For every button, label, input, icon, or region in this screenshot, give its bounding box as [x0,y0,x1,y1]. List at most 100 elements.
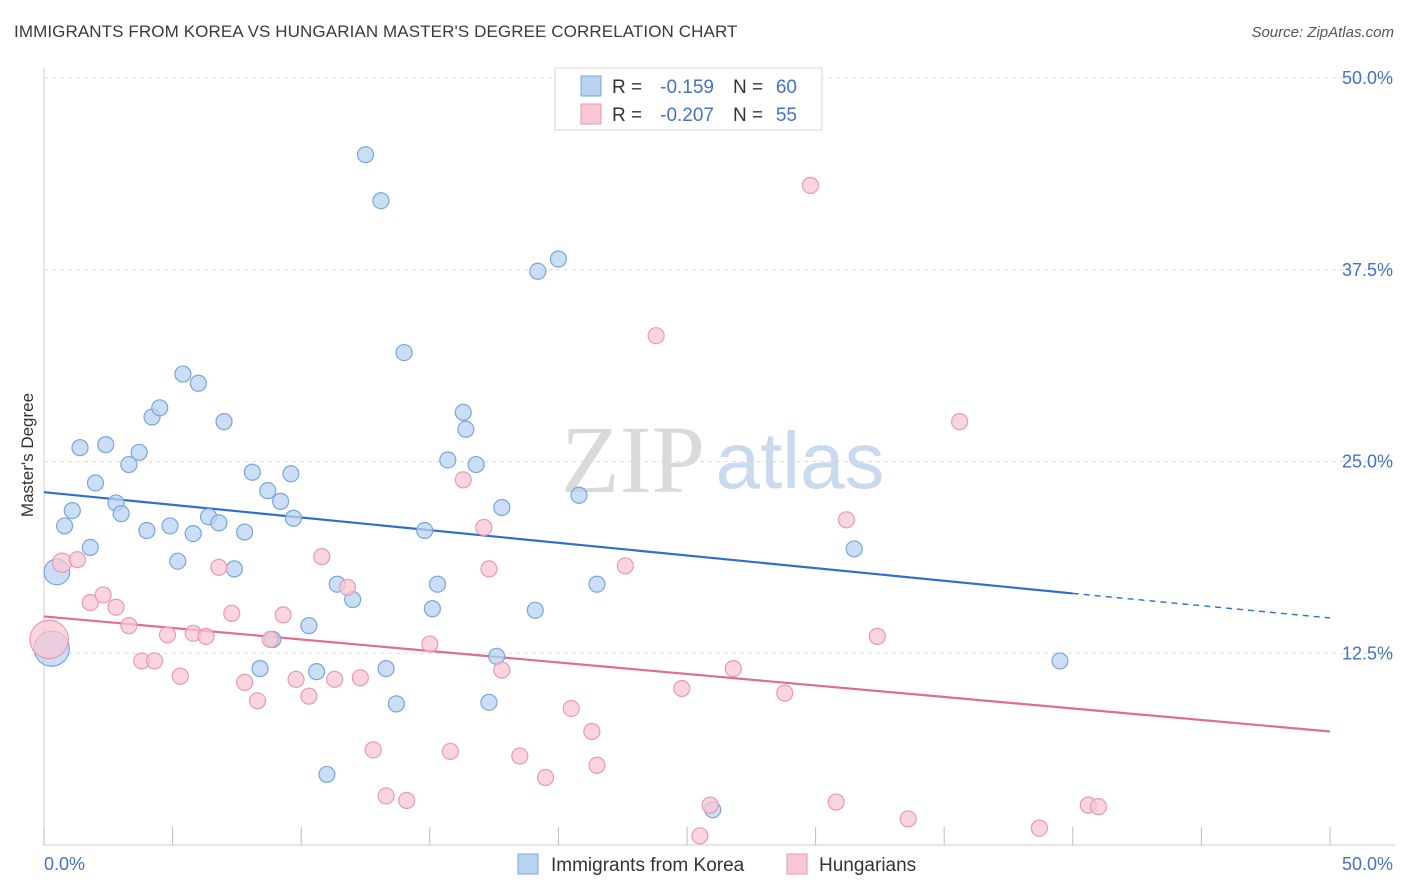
hungarian-point-2 [68,551,87,569]
hungarian-point-19 [287,670,305,688]
korea-point-5 [81,538,99,557]
hungarian-point-22 [326,670,344,688]
korea-point-21 [210,514,228,532]
x-tick-labels: 0.0% 50.0% [44,854,1393,874]
y-tick-label-1: 25.0% [1342,452,1393,472]
korea-point-49 [480,693,498,711]
hungarian-point-18 [274,606,292,624]
hungarian-point-32 [480,560,498,578]
hungarian-point-16 [248,692,267,710]
korea-point-24 [236,523,254,541]
korea-point-53 [526,601,544,619]
korea-point-39 [377,659,395,678]
bottom-legend-swatch-1 [786,853,808,875]
korea-point-12 [138,521,156,540]
korea-point-26 [251,659,269,678]
korea-point-11 [130,443,148,461]
korea-point-7 [97,436,115,454]
korea-point-58 [845,540,863,558]
hungarian-point-23 [338,578,357,596]
hungarian-point-27 [398,791,416,810]
correlation-legend: R = -0.159 N = 60 R = -0.207 N = 55 [554,67,823,131]
watermark: ZIP atlas [561,406,884,513]
bottom-legend-swatch-0 [517,853,539,875]
legend-n-label-0: N = [733,77,763,98]
korea-point-33 [308,663,326,681]
korea-point-31 [284,509,303,527]
korea-point-45 [439,451,457,469]
bottom-legend-label-0: Immigrants from Korea [551,855,745,876]
watermark-atlas: atlas [716,416,885,505]
hungarian-point-35 [536,768,555,787]
hungarian-point-43 [673,679,691,698]
korea-point-54 [549,250,568,268]
korea-point-34 [318,765,336,784]
legend-swatch-0 [580,75,602,97]
y-axis-label: Master's Degree [18,393,37,517]
korea-point-51 [493,498,511,517]
legend-r-value-0: -0.159 [660,77,714,98]
hungarian-point-13 [210,558,228,576]
korea-point-59 [1051,652,1069,670]
korea-point-6 [86,474,105,492]
x-tick-label-1: 50.0% [1342,854,1393,874]
hungarian-point-50 [899,810,917,828]
hungarian-point-25 [364,741,382,759]
hungarian-point-33 [493,661,511,679]
korea-point-25 [243,463,261,481]
korea-point-47 [457,420,475,438]
legend-r-label-0: R = [612,77,642,98]
hungarian-trend-line [43,615,1331,733]
hungarian-point-39 [616,557,634,575]
trend-lines [43,491,1331,733]
korea-point-10 [120,455,138,474]
hungarian-point-1 [51,552,73,573]
hungarian-point-37 [583,722,601,741]
hungarian-point-5 [107,598,125,616]
y-tick-label-2: 37.5% [1342,260,1393,280]
korea-point-17 [174,365,192,383]
korea-point-3 [63,501,81,520]
hungarian-point-12 [197,627,215,645]
hungarian-point-3 [81,594,99,612]
hungarian-point-24 [351,669,369,687]
x-tick-label-0: 0.0% [44,854,85,874]
korea-point-22 [215,413,233,431]
hungarian-point-47 [827,793,845,811]
hungarian-point-48 [837,511,856,529]
korea-point-46 [454,403,472,422]
hungarian-point-30 [454,471,472,489]
hungarian-point-10 [171,667,189,685]
hungarian-point-42 [701,796,719,814]
korea-point-40 [387,695,405,713]
hungarian-point-31 [475,518,493,537]
hungarian-point-36 [562,699,580,718]
legend-n-label-1: N = [733,105,763,126]
hungarian-point-46 [801,176,820,194]
korea-point-19 [189,374,207,392]
korea-point-23 [225,560,243,578]
korea-point-15 [161,517,179,535]
korea-trend-extension [1072,592,1331,619]
axes [43,68,1395,846]
y-tick-label-0: 12.5% [1342,643,1393,663]
y-tick-label-3: 50.0% [1342,68,1393,88]
korea-point-43 [423,600,441,618]
hungarian-point-29 [441,742,459,761]
hungarian-point-8 [145,652,164,670]
grid-lines [44,77,1395,654]
korea-point-37 [356,146,375,164]
hungarian-point-17 [261,630,279,649]
y-tick-labels: 12.5% 25.0% 37.5% 50.0% [1342,68,1393,663]
legend-swatch-1 [580,103,602,125]
hungarian-point-26 [377,787,395,805]
korea-point-42 [416,521,434,540]
source-credit: Source: ZipAtlas.com [1251,24,1394,41]
hungarian-point-44 [724,659,742,678]
hungarian-point-4 [94,586,112,604]
korea-point-32 [300,617,318,635]
korea-point-14 [151,399,169,417]
hungarian-point-49 [868,627,886,645]
data-points [29,146,1108,845]
